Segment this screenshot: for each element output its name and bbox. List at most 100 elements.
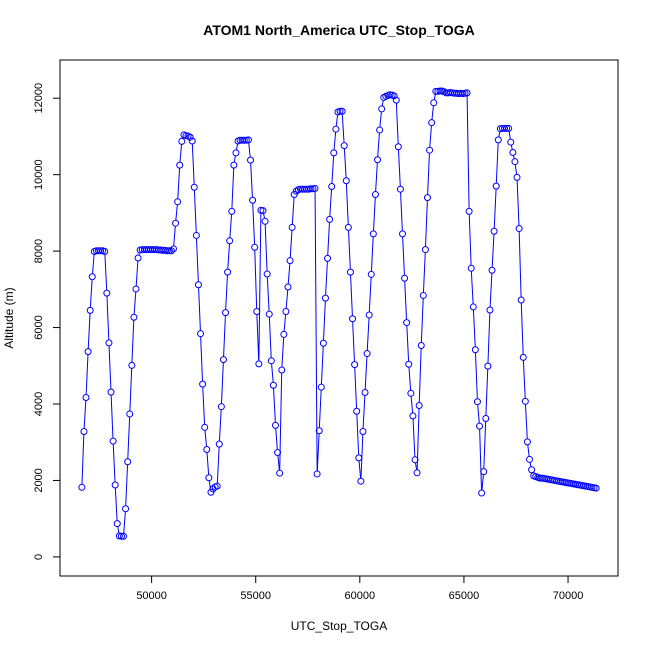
data-point: [374, 156, 382, 164]
data-point: [428, 119, 436, 127]
series-line-segment: [291, 197, 295, 225]
data-point: [326, 215, 334, 223]
series-line-segment: [408, 367, 412, 391]
series-line-segment: [233, 155, 236, 163]
series-line-segment: [498, 131, 501, 138]
data-point: [369, 230, 377, 238]
series-line-segment: [320, 346, 324, 385]
series-line-segment: [470, 271, 474, 304]
data-point: [490, 227, 498, 235]
series-line-segment: [110, 395, 114, 439]
data-point: [315, 427, 323, 435]
data-point: [84, 348, 92, 356]
data-point: [228, 207, 236, 215]
series-line-segment: [314, 191, 318, 471]
series-line-segment: [352, 321, 355, 362]
series-line-segment: [427, 153, 430, 195]
data-point: [376, 126, 384, 134]
data-point: [399, 230, 407, 238]
series-line-segment: [112, 444, 116, 483]
series-line-segment: [89, 279, 93, 308]
data-point: [172, 219, 180, 227]
data-point: [311, 184, 319, 192]
x-tick-label: 70000: [553, 590, 584, 602]
data-point: [190, 183, 198, 191]
series-line-segment: [281, 337, 285, 368]
data-point: [509, 148, 517, 156]
data-point: [592, 484, 600, 492]
series-line-segment: [229, 214, 233, 238]
plot-frame: [59, 59, 619, 577]
chart-title: ATOM1 North_America UTC_Stop_TOGA: [203, 22, 475, 38]
series-line-segment: [289, 230, 293, 258]
data-point: [353, 407, 361, 415]
data-point: [249, 196, 257, 204]
series-line-segment: [316, 433, 320, 471]
series-line-segment: [264, 224, 268, 272]
data-point: [488, 266, 496, 274]
y-axis-label: Altitude (m): [2, 287, 16, 348]
series-line-segment: [325, 261, 328, 296]
series-line-segment: [527, 444, 530, 457]
data-point: [396, 185, 404, 193]
data-point: [259, 207, 267, 215]
x-axis: 50000 55000 60000 65000 70000: [136, 576, 583, 602]
data-point: [351, 361, 359, 369]
series-line-segment: [285, 289, 289, 309]
series-line-segment: [131, 320, 135, 363]
data-point: [288, 223, 296, 231]
series-line-segment: [491, 234, 495, 268]
series-line-segment: [466, 95, 470, 209]
data-point: [215, 440, 223, 448]
series-line-segment: [252, 203, 256, 245]
series-line-segment: [379, 111, 382, 128]
series-layer: [78, 87, 600, 540]
series-line-segment: [331, 155, 335, 184]
data-point: [357, 477, 365, 485]
data-point: [207, 488, 215, 496]
series-line-segment: [335, 114, 339, 127]
y-tick-label: 0: [33, 554, 45, 560]
x-axis-label: UTC_Stop_TOGA: [291, 619, 387, 633]
series-line-segment: [425, 200, 428, 247]
data-point: [107, 388, 115, 396]
data-point: [240, 136, 248, 144]
series-line-segment: [395, 103, 399, 144]
series-line-segment: [200, 336, 203, 382]
data-point: [484, 362, 492, 370]
data-point: [505, 124, 513, 132]
data-point: [255, 360, 263, 368]
data-point: [321, 294, 329, 302]
series-line-segment: [268, 317, 272, 358]
data-point: [317, 383, 325, 391]
data-point: [515, 225, 523, 233]
series-line-segment: [373, 197, 376, 231]
series-line-segment: [204, 430, 208, 447]
data-point: [319, 339, 327, 347]
series-line-segment: [218, 409, 222, 442]
data-point: [405, 360, 413, 368]
series-line-segment: [418, 348, 422, 403]
series-line-segment: [402, 236, 405, 276]
data-point: [407, 389, 415, 397]
data-point: [205, 474, 213, 482]
data-point: [359, 428, 367, 436]
series-line-segment: [414, 462, 418, 470]
data-point: [217, 403, 225, 411]
data-point: [411, 456, 419, 464]
data-point: [403, 319, 411, 327]
series-line-segment: [381, 100, 384, 107]
series-line-segment: [216, 447, 220, 484]
data-point: [188, 137, 196, 145]
data-point: [355, 454, 363, 462]
series-line-segment: [106, 296, 110, 340]
series-line-segment: [468, 214, 472, 266]
series-line-segment: [508, 131, 511, 140]
data-point: [436, 87, 444, 95]
series-line-segment: [474, 352, 478, 399]
series-line-segment: [368, 277, 372, 312]
series-line-segment: [129, 368, 133, 411]
data-point: [230, 161, 238, 169]
data-point: [286, 257, 294, 265]
series-line-segment: [433, 94, 436, 100]
